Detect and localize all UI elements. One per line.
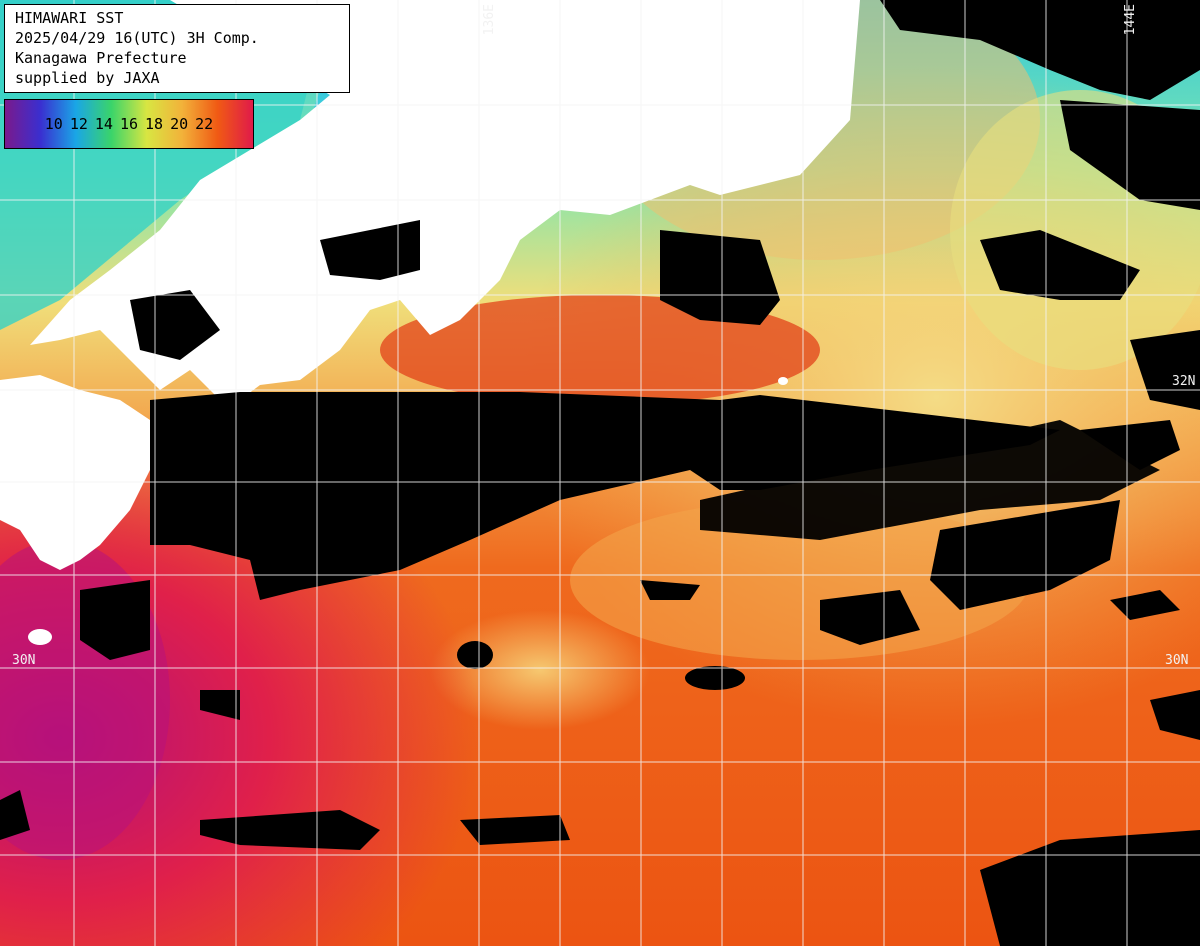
colorbar-tick: 20 xyxy=(170,115,189,133)
lon-label-144e: 144E xyxy=(1123,4,1138,36)
colorbar-tick: 12 xyxy=(69,115,88,133)
lat-label-30n-right: 30N xyxy=(1165,653,1189,668)
info-prefecture: Kanagawa Prefecture xyxy=(15,49,187,67)
info-title: HIMAWARI SST xyxy=(15,9,124,27)
colorbar-tick: 14 xyxy=(94,115,113,133)
temperature-colorbar: 10 12 14 16 18 20 22 xyxy=(4,99,254,149)
colorbar-tick: 10 xyxy=(44,115,63,133)
colorbar-tick: 18 xyxy=(145,115,164,133)
lon-label-136e: 136E xyxy=(482,4,497,36)
colorbar-tick: 16 xyxy=(119,115,139,133)
colorbar-tick: 22 xyxy=(195,115,214,133)
lat-label-32n-right: 32N xyxy=(1172,374,1196,389)
info-source: supplied by JAXA xyxy=(15,69,160,87)
map-info-box: HIMAWARI SST 2025/04/29 16(UTC) 3H Comp.… xyxy=(4,4,350,93)
info-date: 2025/04/29 16(UTC) 3H Comp. xyxy=(15,29,259,47)
lat-label-30n-left: 30N xyxy=(12,653,36,668)
